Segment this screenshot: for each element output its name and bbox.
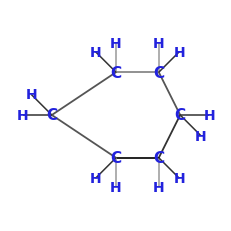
Text: H: H bbox=[173, 46, 184, 59]
Text: H: H bbox=[173, 172, 184, 185]
Text: C: C bbox=[110, 151, 121, 166]
Text: H: H bbox=[152, 180, 164, 194]
Text: H: H bbox=[110, 37, 121, 51]
Text: H: H bbox=[110, 180, 121, 194]
Text: H: H bbox=[17, 109, 28, 122]
Text: C: C bbox=[152, 151, 164, 166]
Text: H: H bbox=[89, 172, 101, 185]
Text: C: C bbox=[110, 65, 121, 80]
Text: C: C bbox=[174, 108, 185, 123]
Text: H: H bbox=[194, 129, 206, 143]
Text: H: H bbox=[25, 88, 37, 102]
Text: C: C bbox=[152, 65, 164, 80]
Text: H: H bbox=[152, 37, 164, 51]
Text: H: H bbox=[89, 46, 101, 59]
Text: H: H bbox=[203, 109, 214, 122]
Text: C: C bbox=[46, 108, 57, 123]
